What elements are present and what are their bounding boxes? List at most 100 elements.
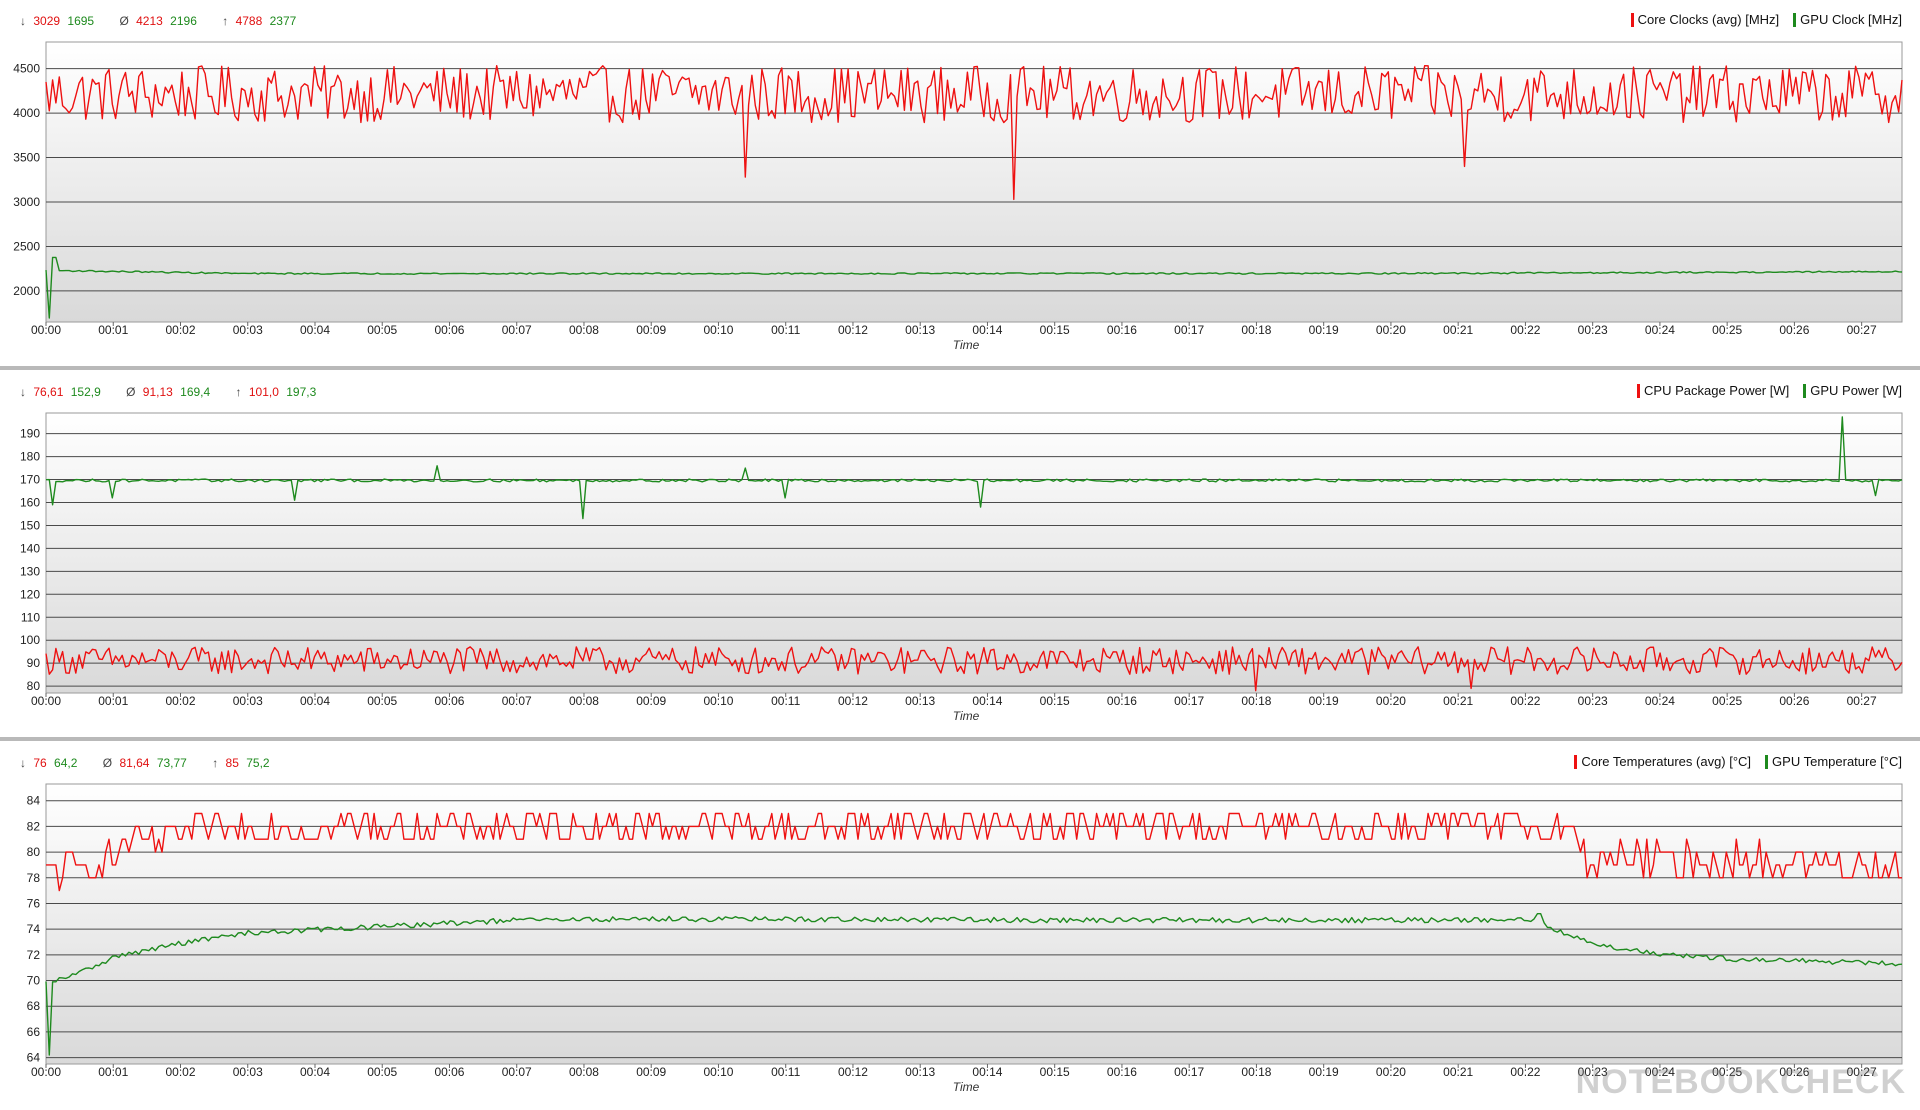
x-tick-label: 00:19 — [1309, 1065, 1339, 1079]
watermark-logo: NOTEBOOKCHECK — [1575, 1063, 1906, 1101]
y-tick-label: 190 — [20, 427, 40, 441]
stats-temps: ↓ 76 64,2 Ø 81,64 73,77 ↑ 85 75,2 — [20, 756, 292, 770]
legend-item-gpu-clock[interactable]: GPU Clock [MHz] — [1793, 12, 1902, 27]
x-tick-label: 00:12 — [838, 323, 868, 337]
legend-item-core-clocks[interactable]: Core Clocks (avg) [MHz] — [1630, 12, 1779, 27]
y-tick-label: 160 — [20, 496, 40, 510]
legend-item-gpu-temp[interactable]: GPU Temperature [°C] — [1765, 754, 1902, 769]
avg-red: 81,64 — [119, 756, 150, 770]
x-tick-label: 00:21 — [1443, 323, 1473, 337]
y-tick-label: 66 — [27, 1025, 41, 1039]
x-tick-label: 00:00 — [31, 694, 61, 708]
x-tick-label: 00:00 — [31, 1065, 61, 1079]
min-green: 152,9 — [70, 385, 101, 399]
x-axis-title: Time — [953, 1080, 980, 1094]
y-tick-label: 130 — [20, 564, 40, 578]
y-tick-label: 170 — [20, 473, 40, 487]
x-tick-label: 00:11 — [771, 1065, 800, 1079]
y-tick-label: 4000 — [13, 106, 40, 120]
x-tick-label: 00:03 — [233, 1065, 263, 1079]
x-tick-label: 00:01 — [98, 694, 128, 708]
x-tick-label: 00:17 — [1174, 323, 1204, 337]
chart-panel-temps: 64 66 68 70 72 74 76 78 80 82 84 00:00 00:01 00:02 00:… — [0, 742, 1920, 1110]
x-tick-label: 00:09 — [636, 694, 666, 708]
x-tick-label: 00:08 — [569, 323, 599, 337]
avg-symbol: Ø — [126, 385, 136, 399]
series-line-red — [45, 646, 1903, 692]
x-tick-label: 00:17 — [1174, 1065, 1204, 1079]
legend-item-core-temps[interactable]: Core Temperatures (avg) [°C] — [1574, 754, 1751, 769]
max-symbol: ↑ — [212, 756, 219, 770]
legend-power: CPU Package Power [W] GPU Power [W] — [1637, 383, 1902, 398]
x-tick-label: 00:02 — [165, 1065, 195, 1079]
y-tick-label: 80 — [27, 845, 41, 859]
y-tick-label: 3000 — [13, 195, 40, 209]
x-tick-label: 00:27 — [1847, 1065, 1877, 1079]
x-tick-label: 00:05 — [367, 694, 397, 708]
series-line-red — [46, 812, 1902, 892]
x-tick-label: 00:18 — [1241, 1065, 1271, 1079]
x-tick-label: 00:22 — [1510, 694, 1540, 708]
min-red: 76 — [33, 756, 47, 770]
x-tick-label: 00:15 — [1040, 323, 1070, 337]
x-tick-label: 00:13 — [905, 694, 935, 708]
x-tick-label: 00:18 — [1241, 323, 1271, 337]
max-symbol: ↑ — [222, 14, 229, 28]
x-tick-label: 00:14 — [972, 1065, 1002, 1079]
x-tick-label: 00:00 — [31, 323, 61, 337]
y-tick-label: 90 — [27, 656, 41, 670]
min-red: 3029 — [33, 14, 61, 28]
legend-temps: Core Temperatures (avg) [°C] GPU Tempera… — [1574, 754, 1902, 769]
x-tick-label: 00:09 — [636, 1065, 666, 1079]
avg-symbol: Ø — [119, 14, 129, 28]
x-tick-label: 00:23 — [1578, 323, 1608, 337]
legend-item-gpu-power[interactable]: GPU Power [W] — [1803, 383, 1902, 398]
y-tick-label: 84 — [27, 794, 41, 808]
x-tick-label: 00:23 — [1578, 694, 1608, 708]
x-tick-label: 00:16 — [1107, 323, 1137, 337]
y-tick-label: 140 — [20, 541, 40, 555]
x-tick-label: 00:10 — [703, 323, 733, 337]
min-symbol: ↓ — [20, 14, 26, 28]
x-tick-label: 00:19 — [1309, 694, 1339, 708]
x-axis-title: Time — [953, 338, 980, 352]
x-tick-label: 00:06 — [434, 1065, 464, 1079]
max-red: 101,0 — [248, 385, 279, 399]
series-line-green — [45, 416, 1903, 520]
y-tick-label: 76 — [27, 896, 41, 910]
x-tick-label: 00:08 — [569, 694, 599, 708]
min-symbol: ↓ — [20, 756, 26, 770]
x-tick-label: 00:03 — [233, 323, 263, 337]
x-tick-label: 00:16 — [1107, 1065, 1137, 1079]
stats-power: ↓ 76,61 152,9 Ø 91,13 169,4 ↑ 101,0 197,… — [20, 385, 338, 399]
y-tick-label: 78 — [27, 871, 41, 885]
x-tick-label: 00:25 — [1712, 1065, 1742, 1079]
min-symbol: ↓ — [20, 385, 26, 399]
x-tick-label: 00:02 — [165, 694, 195, 708]
x-tick-label: 00:04 — [300, 1065, 330, 1079]
x-tick-label: 00:05 — [367, 323, 397, 337]
max-symbol: ↑ — [235, 385, 242, 399]
max-green: 2377 — [269, 14, 297, 28]
x-tick-label: 00:03 — [233, 694, 263, 708]
x-tick-label: 00:22 — [1510, 323, 1540, 337]
y-tick-label: 110 — [21, 610, 40, 624]
avg-green: 169,4 — [180, 385, 211, 399]
avg-green: 73,77 — [156, 756, 187, 770]
plot-area — [45, 41, 1903, 323]
x-tick-label: 00:27 — [1847, 694, 1877, 708]
x-tick-label: 00:20 — [1376, 694, 1406, 708]
x-tick-label: 00:11 — [771, 323, 800, 337]
x-tick-label: 00:13 — [905, 1065, 935, 1079]
min-green: 1695 — [67, 14, 95, 28]
y-tick-label: 82 — [27, 819, 41, 833]
max-green: 197,3 — [286, 385, 317, 399]
chart-power-svg: 80 90 100 110 120 130 140 150 160 170 180 190 00:00 0… — [20, 412, 1903, 723]
x-tick-label: 00:04 — [300, 323, 330, 337]
x-tick-label: 00:15 — [1040, 694, 1070, 708]
chart-temps-svg: 64 66 68 70 72 74 76 78 80 82 84 00:00 00:01 00:02 00:… — [27, 783, 1903, 1094]
legend-item-cpu-power[interactable]: CPU Package Power [W] — [1637, 383, 1789, 398]
x-tick-label: 00:08 — [569, 1065, 599, 1079]
plot-area — [45, 412, 1903, 694]
x-tick-label: 00:24 — [1645, 694, 1675, 708]
